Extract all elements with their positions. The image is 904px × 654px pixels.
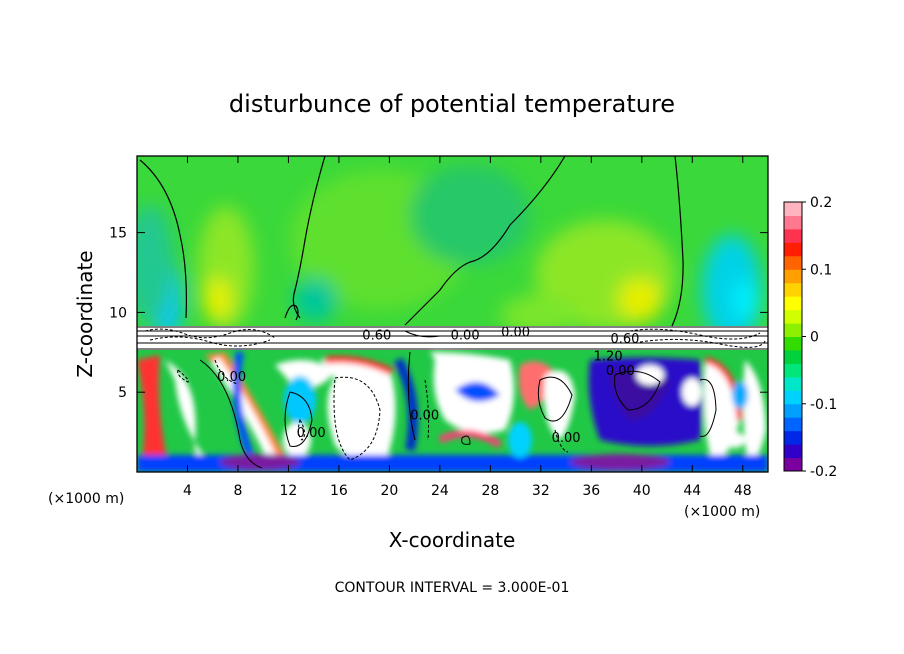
colorbar-swatch: [784, 457, 802, 472]
y-tick-label: 15: [109, 226, 127, 242]
colorbar-swatch: [784, 390, 802, 405]
colorbar-tick-label: 0.2: [810, 195, 832, 211]
x-unit-left: (×1000 m): [48, 491, 124, 507]
contour-label: 0.60: [362, 329, 391, 344]
colorbar: 0.2 0.1 0 -0.1 -0.2: [783, 195, 837, 480]
colorbar-swatch: [784, 228, 802, 243]
colorbar-swatch: [784, 255, 802, 270]
colorbar-swatch: [784, 269, 802, 284]
contour-label: 0.00: [501, 326, 530, 341]
x-axis-label: X-coordinate: [389, 528, 516, 552]
colorbar-tick-label: -0.1: [810, 397, 837, 413]
x-tick-label: 48: [734, 483, 752, 499]
y-tick-label: 10: [109, 305, 127, 321]
contour-label: 0.60: [610, 332, 639, 347]
x-tick-label: 20: [380, 483, 398, 499]
upper-layer-shading: [137, 165, 762, 345]
x-tick-label: 36: [582, 483, 600, 499]
colorbar-swatch: [784, 309, 802, 324]
colorbar-swatch: [784, 282, 802, 297]
contour-label: 0.00: [410, 409, 439, 424]
y-tick-label: 5: [118, 385, 127, 401]
x-tick-label: 4: [183, 483, 192, 499]
contour-label: 0.00: [451, 329, 480, 344]
upper-contours: [139, 156, 684, 327]
x-tick-label: 16: [330, 483, 348, 499]
x-tick-label: 12: [280, 483, 298, 499]
x-tick-label: 24: [431, 483, 449, 499]
contour-label: 0.00: [552, 431, 581, 446]
colorbar-swatch: [784, 363, 802, 378]
x-tick-label: 40: [633, 483, 651, 499]
plot-frame: [136, 155, 769, 473]
colorbar-swatch: [784, 444, 802, 459]
x-axis-ticks: 4 8 12 16 20 24 28 32 36 40 44 48: [183, 156, 752, 499]
lower-contours: [177, 351, 717, 469]
contour-interval-note: CONTOUR INTERVAL = 3.000E-01: [335, 580, 570, 596]
colorbar-tick-label: 0: [810, 330, 819, 346]
x-unit-right: (×1000 m): [684, 504, 760, 520]
colorbar-swatch: [784, 242, 802, 257]
colorbar-swatch: [784, 296, 802, 311]
colorbar-tick-label: -0.2: [810, 464, 837, 480]
y-axis-ticks: 5 10 15: [109, 226, 768, 401]
x-tick-label: 8: [233, 483, 242, 499]
contour-label: 0.00: [606, 364, 635, 379]
colorbar-swatch: [784, 336, 802, 351]
x-tick-label: 32: [532, 483, 550, 499]
colorbar-swatch: [784, 323, 802, 337]
contour-label: 0.00: [297, 426, 326, 441]
colorbar-swatch: [784, 417, 802, 432]
interface-contours: [137, 326, 768, 350]
contour-labels: 0.60 0.00 0.00 0.601.200.000.000.00 0.000.00: [217, 326, 639, 446]
colorbar-swatch: [784, 403, 802, 418]
contour-label: 1.20: [594, 349, 623, 364]
colorbar-swatch: [784, 349, 802, 364]
dashed-contours: [214, 359, 569, 453]
x-tick-label: 28: [481, 483, 499, 499]
contour-label: 0.00: [217, 370, 246, 385]
x-tick-label: 44: [683, 483, 701, 499]
colorbar-swatch: [784, 430, 802, 445]
colorbar-swatch: [784, 202, 802, 216]
heatmap-field: [137, 156, 768, 472]
chart-title: disturbunce of potential temperature: [229, 90, 675, 118]
colorbar-tick-label: 0.1: [810, 262, 832, 278]
colorbar-swatch: [784, 215, 802, 230]
y-axis-label: Z-coordinate: [73, 250, 97, 377]
colorbar-swatch: [784, 376, 802, 391]
